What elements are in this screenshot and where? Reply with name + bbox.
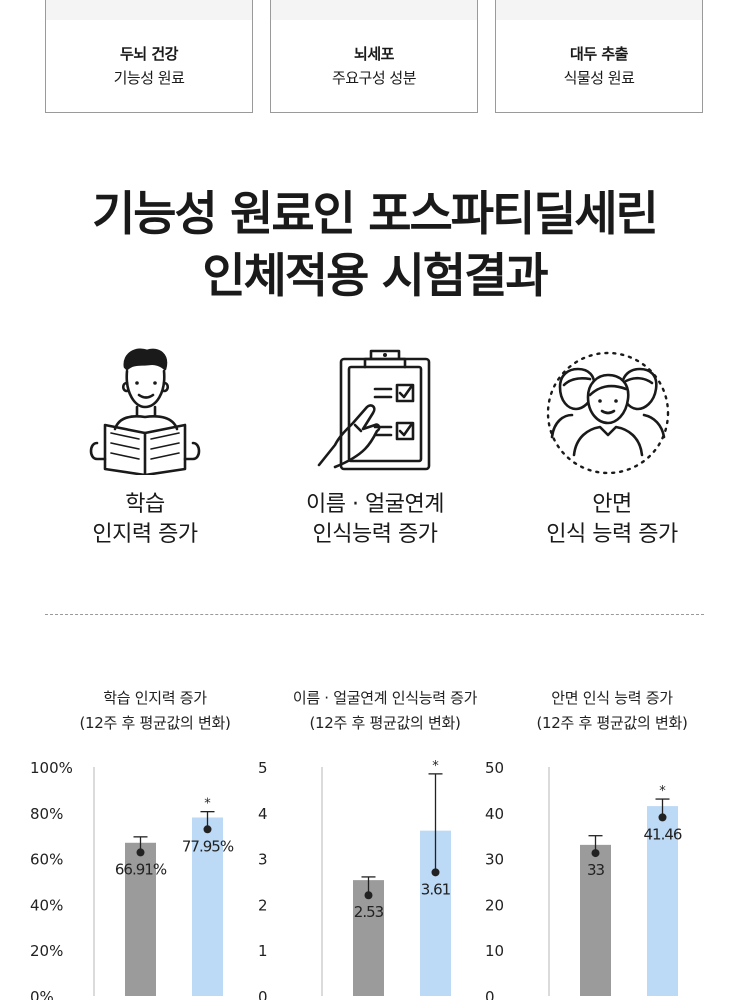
data-label: 3.61 (421, 880, 451, 898)
chart-face-recognition: 50 40 30 20 10 0 33 41.46 * (485, 759, 683, 1000)
card-band (46, 0, 252, 20)
data-label: 41.46 (644, 825, 682, 843)
y-tick-label: 3 (258, 851, 268, 869)
effect-label-line-1: 이름 · 얼굴연계 (306, 492, 444, 517)
chart-name-face-recognition: 5 4 3 2 1 0 2.53 3.61 * (258, 759, 452, 1000)
effect-label-line-1: 안면 (592, 492, 632, 517)
data-label: 77.95% (182, 837, 234, 855)
y-tick-label: 60% (30, 851, 63, 869)
chart-learning-cognition: 100% 80% 60% 40% 20% 0% 66.91% 77.95% * (30, 759, 235, 1000)
card-subtitle: 주요구성 성분 (331, 69, 417, 87)
mean-dot (364, 891, 373, 900)
card-soybean-extract: 대두 추출 식물성 원료 (495, 0, 703, 113)
effect-label-line-2: 인식 능력 증가 (546, 522, 678, 547)
headline-line-1: 기능성 원료인 포스파티딜세린 (92, 187, 659, 242)
effect-label: 이름 · 얼굴연계 인식능력 증가 (255, 490, 495, 550)
y-tick-label: 40 (485, 805, 504, 823)
chart-subtitle: (12주 후 평균값의 변화) (79, 714, 231, 732)
bar (353, 880, 384, 996)
mean-dot (136, 848, 145, 857)
significance-mark: * (204, 797, 211, 812)
bar (580, 844, 611, 996)
mean-dot (658, 813, 667, 822)
y-tick-label: 4 (258, 805, 268, 823)
y-tick-label: 10 (485, 942, 504, 960)
effect-label-line-2: 인식능력 증가 (312, 522, 438, 547)
card-brain-cell: 뇌세포 주요구성 성분 (270, 0, 478, 113)
effect-label: 학습 인지력 증가 (25, 490, 265, 550)
y-tick-label: 0 (485, 988, 495, 1000)
bar (647, 806, 678, 996)
y-tick-label: 50 (485, 759, 504, 777)
y-tick-label: 80% (30, 805, 63, 823)
y-tick-label: 0% (30, 988, 54, 1000)
y-tick-label: 5 (258, 759, 268, 777)
mean-dot (431, 868, 440, 877)
clipboard-checklist-icon (317, 349, 431, 471)
data-label: 66.91% (115, 860, 167, 878)
y-tick-label: 1 (258, 942, 268, 960)
card-subtitle: 식물성 원료 (563, 69, 635, 87)
y-tick-label: 30 (485, 851, 504, 869)
bar (192, 817, 223, 996)
y-tick-label: 20% (30, 942, 63, 960)
mean-dot (203, 825, 212, 834)
effect-label-line-1: 학습 (125, 492, 165, 517)
mean-dot (591, 849, 600, 858)
chart-title-block: 안면 인식 능력 증가 (12주 후 평균값의 변화) (492, 686, 732, 736)
y-tick-label: 40% (30, 896, 63, 914)
card-title: 뇌세포 (354, 45, 394, 63)
chart-title: 안면 인식 능력 증가 (551, 689, 673, 707)
effect-label: 안면 인식 능력 증가 (492, 490, 732, 550)
significance-mark: * (659, 784, 666, 799)
data-label: 2.53 (354, 903, 384, 921)
headline-line-2: 인체적용 시험결과 (202, 249, 548, 304)
chart-subtitle: (12주 후 평균값의 변화) (536, 714, 688, 732)
chart-title-block: 이름 · 얼굴연계 인식능력 증가 (12주 후 평균값의 변화) (265, 686, 505, 736)
y-tick-label: 2 (258, 896, 268, 914)
y-tick-label: 0 (258, 988, 268, 1000)
chart-title: 학습 인지력 증가 (103, 689, 207, 707)
bar (125, 842, 156, 996)
chart-title: 이름 · 얼굴연계 인식능력 증가 (292, 689, 478, 707)
card-brain-health: 두뇌 건강 기능성 원료 (45, 0, 253, 113)
card-band (271, 0, 477, 20)
y-tick-label: 20 (485, 896, 504, 914)
group-faces-icon (546, 351, 670, 475)
significance-mark: * (432, 759, 439, 774)
card-title: 두뇌 건강 (120, 45, 178, 63)
dashed-divider (45, 614, 704, 615)
effect-label-line-2: 인지력 증가 (92, 522, 198, 547)
data-label: 33 (587, 861, 605, 879)
chart-subtitle: (12주 후 평균값의 변화) (309, 714, 461, 732)
chart-title-block: 학습 인지력 증가 (12주 후 평균값의 변화) (35, 686, 275, 736)
card-subtitle: 기능성 원료 (113, 69, 185, 87)
card-band (496, 0, 702, 20)
card-title: 대두 추출 (570, 45, 628, 63)
y-tick-label: 100% (30, 759, 73, 777)
reading-person-icon (89, 348, 201, 475)
